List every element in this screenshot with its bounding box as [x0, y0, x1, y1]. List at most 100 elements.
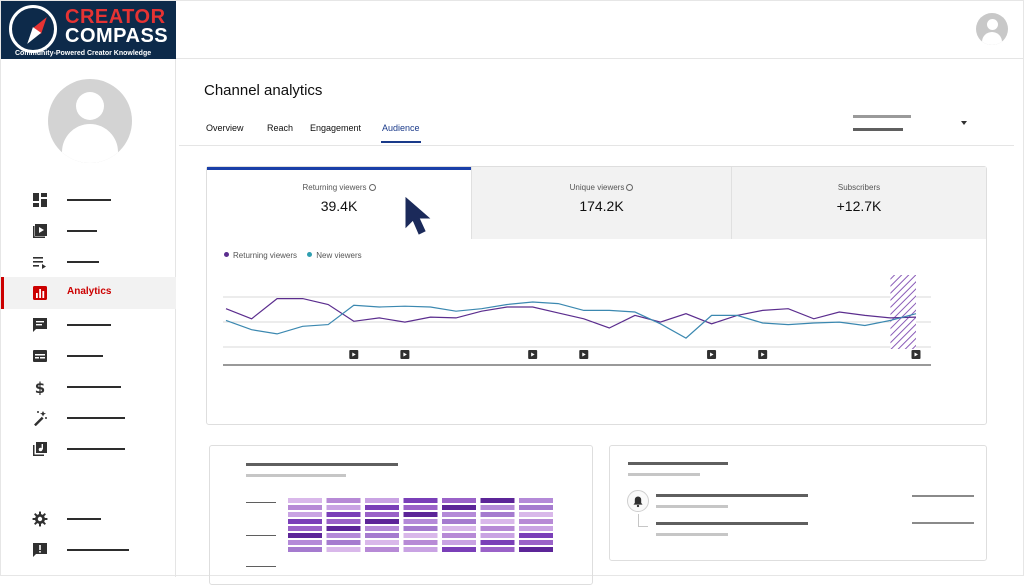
heatmap-cell — [365, 519, 399, 524]
settings-gear-icon — [32, 511, 48, 527]
comments-icon — [33, 318, 47, 332]
customization-wand-icon — [34, 411, 47, 426]
heatmap-cell — [326, 519, 361, 524]
tab-engagement[interactable]: Engagement — [310, 123, 362, 133]
sidebar-item-label: Analytics — [67, 286, 112, 297]
sidebar-item-comments[interactable] — [1, 309, 176, 341]
heatmap-cell — [519, 526, 553, 531]
tab-audience[interactable]: Audience — [382, 123, 420, 133]
heatmap-cell — [365, 512, 399, 517]
play-icon — [531, 352, 535, 357]
heatmap-cell — [288, 533, 322, 538]
audio-library-icon — [33, 442, 47, 456]
heatmap-cell — [365, 540, 399, 545]
heatmap-cell — [519, 547, 553, 552]
legend-label: New viewers — [316, 251, 362, 260]
sidebar: Analytics $ — [1, 59, 176, 577]
card-subtitle-placeholder — [628, 473, 700, 476]
sidebar-item-earn[interactable]: $ — [1, 371, 176, 403]
content-icon — [33, 224, 47, 238]
sidebar-item-content[interactable] — [1, 215, 176, 247]
heatmap-cell — [365, 547, 399, 552]
heatmap-cell — [519, 540, 553, 545]
active-tab-indicator — [381, 141, 421, 143]
heatmap-cell — [442, 498, 476, 503]
heatmap-cell — [403, 512, 438, 517]
analytics-icon — [33, 286, 47, 300]
info-icon[interactable] — [626, 184, 634, 191]
subtitles-icon — [33, 350, 47, 362]
compass-icon — [9, 5, 57, 53]
heatmap-cell — [288, 526, 322, 531]
sidebar-item-feedback[interactable] — [1, 534, 176, 566]
tab-overview[interactable]: Overview — [206, 123, 244, 133]
chevron-down-icon — [961, 121, 967, 125]
viewers-line-chart — [223, 275, 931, 366]
legend-item-new: New viewers — [307, 251, 362, 260]
heatmap-cell — [480, 512, 515, 517]
heatmap-cell — [480, 540, 515, 545]
metric-label: Returning viewers — [302, 183, 367, 192]
heatmap-cell — [326, 498, 361, 503]
card-title-placeholder — [628, 462, 728, 465]
heatmap-cell — [365, 533, 399, 538]
series-line-returning-viewers — [225, 298, 917, 329]
heatmap-cell — [442, 512, 476, 517]
play-icon — [761, 352, 765, 357]
heatmap-cell — [519, 505, 553, 510]
tab-reach[interactable]: Reach — [267, 123, 294, 133]
account-avatar[interactable] — [976, 13, 1008, 45]
sidebar-item-settings[interactable] — [1, 503, 176, 535]
heatmap-cell — [326, 540, 361, 545]
info-icon[interactable] — [368, 184, 376, 191]
heatmap-cell — [288, 519, 322, 524]
sidebar-item-dashboard[interactable] — [1, 184, 176, 216]
heatmap-cell — [480, 547, 515, 552]
heatmap-cell — [519, 512, 553, 517]
heatmap-cell — [403, 533, 438, 538]
metric-unique-viewers[interactable]: Unique viewers 174.2K — [471, 167, 731, 239]
sidebar-item-audio-library[interactable] — [1, 433, 176, 465]
creator-compass-logo: CREATOR COMPASS Community-Powered Creato… — [1, 1, 176, 59]
metric-label: Unique viewers — [569, 183, 625, 192]
dashboard-icon — [33, 193, 47, 207]
heatmap-cell — [288, 512, 322, 517]
heatmap-cell — [442, 540, 476, 545]
metric-subscribers[interactable]: Subscribers +12.7K — [731, 167, 986, 239]
card-subtitle-placeholder — [246, 474, 346, 477]
metric-returning-viewers[interactable]: Returning viewers 39.4K — [207, 167, 471, 239]
channel-avatar[interactable] — [48, 79, 132, 163]
bell-icon — [627, 490, 649, 512]
play-icon — [710, 352, 714, 357]
logo-line-1: CREATOR — [65, 6, 166, 28]
sidebar-item-analytics[interactable]: Analytics — [1, 277, 176, 309]
heatmap-cell — [326, 547, 361, 552]
metric-label: Subscribers — [837, 183, 881, 192]
heatmap-cell — [480, 526, 515, 531]
metric-value: +12.7K — [836, 198, 882, 214]
header-divider — [179, 145, 1014, 146]
heatmap-cell — [365, 498, 399, 503]
heatmap-cell — [519, 519, 553, 524]
heatmap-cell — [403, 519, 438, 524]
heatmap-cell — [480, 519, 515, 524]
top-bar — [176, 1, 1024, 59]
date-range-dropdown[interactable] — [853, 113, 973, 137]
sidebar-item-subtitles[interactable] — [1, 340, 176, 372]
heatmap-cell — [480, 498, 515, 503]
metric-value: 39.4K — [320, 198, 358, 214]
sidebar-item-customization[interactable] — [1, 402, 176, 434]
play-icon — [914, 352, 918, 357]
heatmap-cell — [480, 505, 515, 510]
page-title: Channel analytics — [204, 82, 323, 99]
heatmap-cell — [442, 526, 476, 531]
sidebar-item-playlists[interactable] — [1, 246, 176, 278]
heatmap-cell — [519, 533, 553, 538]
mouse-pointer-icon — [405, 197, 431, 235]
watch-time-heatmap-card — [209, 445, 593, 585]
chart-legend: Returning viewers New viewers — [224, 251, 370, 260]
notifications-card — [609, 445, 987, 561]
logo-tagline: Community-Powered Creator Knowledge — [15, 50, 152, 57]
heatmap-cell — [480, 533, 515, 538]
playlists-icon — [33, 257, 46, 269]
